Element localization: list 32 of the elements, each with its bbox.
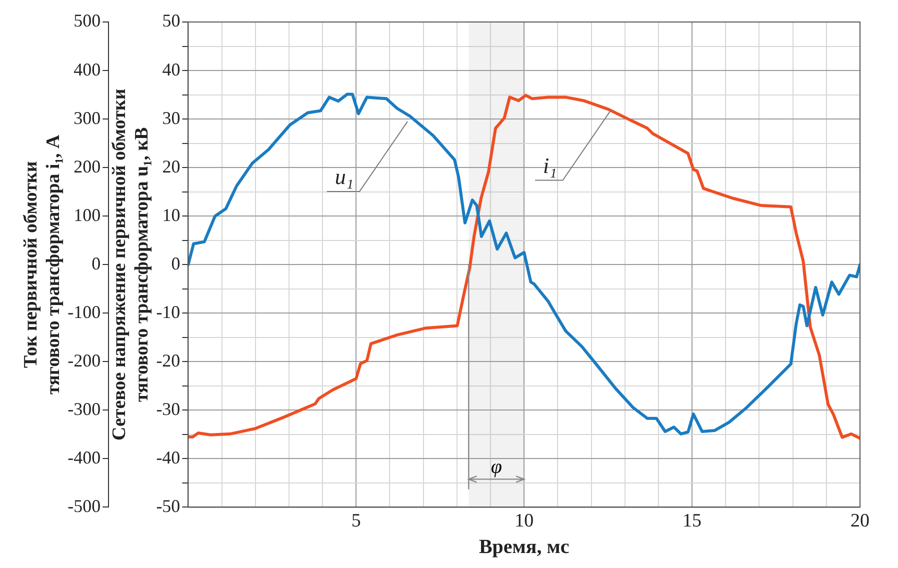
y-tick-label: 400 xyxy=(74,59,101,80)
y2-tick-label: 20 xyxy=(162,156,180,176)
y2-tick-label: 40 xyxy=(162,59,180,80)
annotation: i₁ xyxy=(542,153,557,178)
y-tick-label: 0 xyxy=(92,253,101,274)
y-tick-label: 200 xyxy=(74,156,101,176)
y2-tick-label: 0 xyxy=(171,253,180,274)
y2-axis-title: Сетевое напряжение первичной обмотки тягового трансформатора u₁, кВ xyxy=(108,88,153,440)
band-label: φ xyxy=(490,456,502,478)
x-axis-title: Время, мс xyxy=(478,536,570,558)
y-tick-label: -200 xyxy=(68,350,101,370)
y2-tick-label: 10 xyxy=(162,204,180,225)
y2-tick-label: 50 xyxy=(162,10,180,31)
y2-tick-label: -50 xyxy=(156,496,180,516)
y2-tick-label: -10 xyxy=(156,302,180,322)
y-axis-title: Ток первичной обмотки тягового трансформатора i₁, А xyxy=(20,134,64,394)
y-tick-label: 500 xyxy=(74,10,101,31)
y-tick-label: 300 xyxy=(74,108,101,128)
y2-tick-label: 30 xyxy=(162,108,180,128)
y-tick-label: -400 xyxy=(68,447,101,468)
x-tick-label: 5 xyxy=(351,510,361,532)
y-tick-label: -500 xyxy=(68,496,101,516)
y-tick-label: -300 xyxy=(68,398,101,419)
y2-tick-label: -40 xyxy=(156,447,180,468)
x-tick-label: 10 xyxy=(514,510,534,532)
y2-tick-label: -20 xyxy=(156,350,180,370)
y-tick-label: 100 xyxy=(74,204,101,225)
x-tick-label: 15 xyxy=(682,510,702,532)
y-tick-label: -100 xyxy=(68,302,101,322)
annotation: u₁ xyxy=(334,164,354,190)
y2-tick-label: -30 xyxy=(156,398,180,419)
x-tick-label: 20 xyxy=(850,510,870,532)
